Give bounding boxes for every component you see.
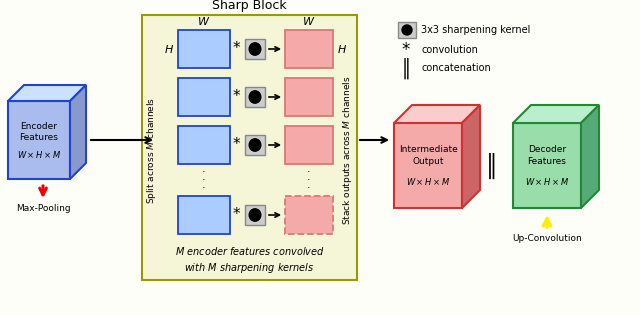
Bar	[285, 126, 333, 164]
Ellipse shape	[249, 139, 261, 151]
Polygon shape	[70, 85, 86, 179]
Text: Encoder
Features: Encoder Features	[20, 122, 58, 142]
Text: concatenation: concatenation	[421, 63, 491, 73]
Text: $W \times H \times M$: $W \times H \times M$	[525, 176, 569, 187]
Bar	[285, 30, 333, 68]
Text: Up-Convolution: Up-Convolution	[512, 234, 582, 243]
Polygon shape	[394, 105, 480, 123]
Bar	[178, 30, 230, 68]
Text: ║: ║	[485, 152, 499, 179]
Text: $H$: $H$	[164, 43, 174, 55]
Bar	[178, 78, 230, 116]
Text: *: *	[232, 138, 240, 152]
Polygon shape	[581, 105, 599, 208]
Text: *: *	[232, 89, 240, 105]
Text: ·
·
·: · · ·	[307, 167, 311, 193]
Polygon shape	[513, 105, 599, 123]
Bar	[245, 205, 265, 225]
Polygon shape	[8, 101, 70, 179]
Polygon shape	[394, 123, 462, 208]
Ellipse shape	[249, 43, 261, 55]
Text: Split across $M$ channels: Split across $M$ channels	[145, 96, 159, 203]
Text: *: *	[232, 42, 240, 56]
Bar	[178, 196, 230, 234]
Polygon shape	[462, 105, 480, 208]
Text: 3x3 sharpening kernel: 3x3 sharpening kernel	[421, 25, 531, 35]
Text: Max-Pooling: Max-Pooling	[16, 204, 70, 213]
Text: convolution: convolution	[421, 45, 478, 55]
Text: $W \times H \times M$: $W \times H \times M$	[17, 148, 61, 159]
Text: *: *	[232, 208, 240, 222]
Text: $W \times H \times M$: $W \times H \times M$	[406, 176, 450, 187]
Bar	[245, 87, 265, 107]
Bar	[245, 39, 265, 59]
Text: Intermediate
Output: Intermediate Output	[399, 145, 458, 166]
Bar	[285, 196, 333, 234]
Text: $H$: $H$	[337, 43, 347, 55]
Bar	[398, 22, 416, 38]
Text: $W$: $W$	[302, 15, 316, 27]
Text: $M$ encoder features convolved
with $M$ sharpening kernels: $M$ encoder features convolved with $M$ …	[175, 245, 324, 275]
Bar	[285, 78, 333, 116]
Text: $W$: $W$	[197, 15, 211, 27]
Text: ·
·
·: · · ·	[202, 167, 206, 193]
Text: Sharp Block: Sharp Block	[212, 0, 287, 12]
Bar	[178, 126, 230, 164]
Ellipse shape	[249, 209, 261, 221]
Polygon shape	[513, 123, 581, 208]
Ellipse shape	[402, 25, 412, 35]
Text: Stack outputs across $M$ channels: Stack outputs across $M$ channels	[340, 75, 353, 225]
Bar	[142, 15, 357, 280]
Text: Decoder
Features: Decoder Features	[527, 145, 566, 166]
Ellipse shape	[249, 91, 261, 103]
Bar	[245, 135, 265, 155]
Polygon shape	[8, 85, 86, 101]
Text: ║: ║	[401, 57, 412, 79]
Text: *: *	[402, 41, 410, 59]
